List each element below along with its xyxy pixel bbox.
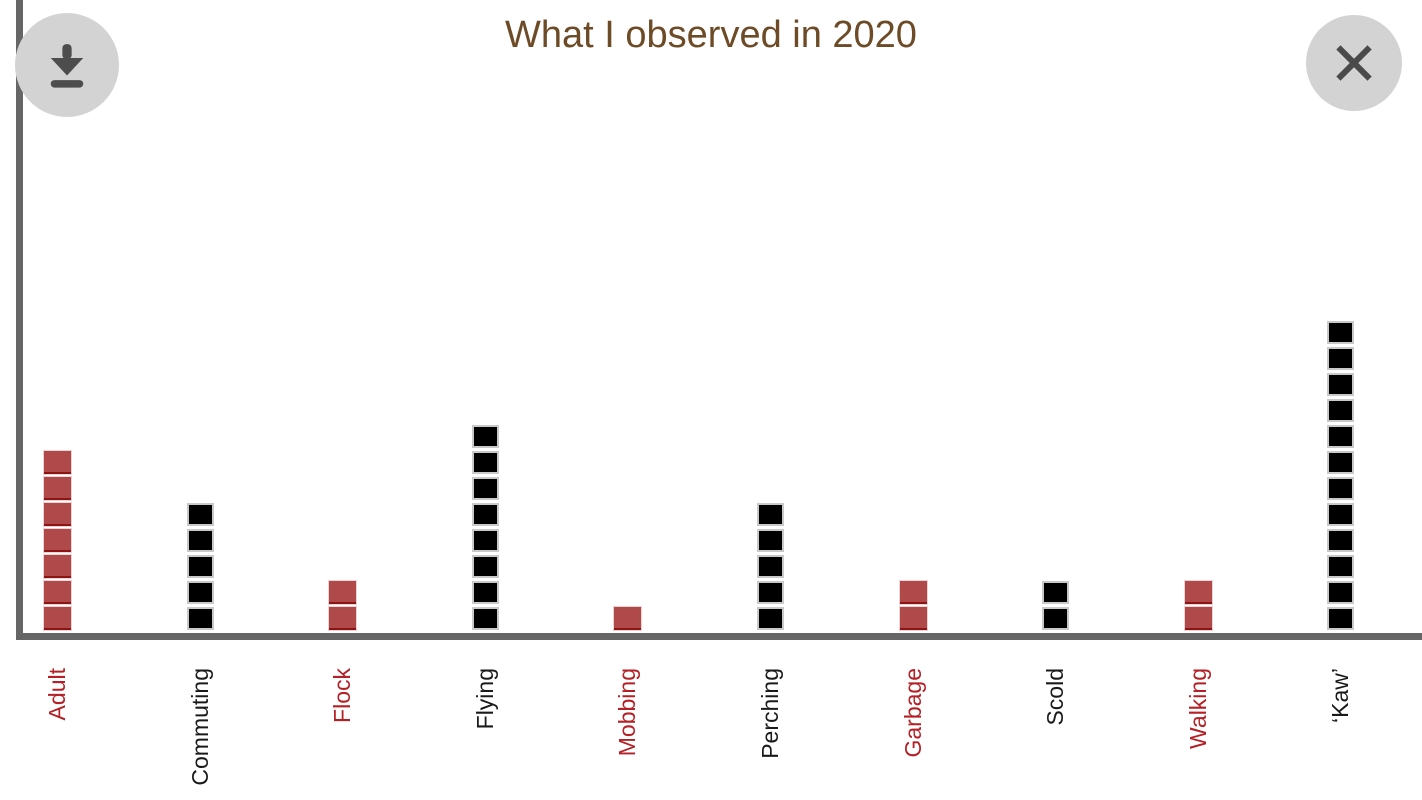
bar-column[interactable] [44,451,71,633]
unit-square [757,503,784,526]
x-tick-label: Perching [757,668,783,759]
unit-square [472,581,499,604]
x-tick-label: Garbage [900,668,926,758]
unit-square [900,607,927,630]
x-tick-label: Flock [329,668,355,723]
bar-column[interactable] [900,581,927,633]
x-tick-label: Walking [1185,668,1211,749]
unit-square [1185,607,1212,630]
unit-square [44,477,71,500]
unit-square [1327,347,1354,370]
unit-square [44,607,71,630]
unit-square [1327,529,1354,552]
unit-square [44,581,71,604]
unit-square [187,607,214,630]
unit-square [472,529,499,552]
x-tick-label: ‘Kaw’ [1327,668,1353,723]
unit-square [472,503,499,526]
unit-square [1327,477,1354,500]
unit-square [1185,581,1212,604]
download-button[interactable] [15,13,119,117]
unit-square [187,555,214,578]
bar-column[interactable] [614,607,641,633]
unit-square [1327,607,1354,630]
download-icon [38,36,96,94]
unit-square [472,607,499,630]
unit-square [1327,399,1354,422]
bar-column[interactable] [1327,321,1354,633]
unit-square [44,529,71,552]
unit-square [187,503,214,526]
unit-square [1327,321,1354,344]
x-axis [16,633,1422,640]
x-tick-label: Mobbing [614,668,640,757]
unit-square [757,529,784,552]
bar-column[interactable] [329,581,356,633]
unit-square [1327,451,1354,474]
unit-square [757,555,784,578]
unit-square [187,529,214,552]
bar-column[interactable] [1185,581,1212,633]
unit-square [1327,425,1354,448]
y-axis [16,0,23,640]
bar-column[interactable] [757,503,784,633]
x-tick-label: Flying [472,668,498,730]
unit-square [44,451,71,474]
chart-title: What I observed in 2020 [505,14,917,56]
bar-column[interactable] [1042,581,1069,633]
unit-square [472,555,499,578]
unit-square [614,607,641,630]
unit-square [1042,581,1069,604]
plot-area [44,321,1354,633]
x-tick-label: Commuting [187,668,213,786]
bar-column[interactable] [472,425,499,633]
unit-square [329,581,356,604]
unit-square [472,425,499,448]
x-tick-label: Scold [1042,668,1068,726]
unit-square [472,451,499,474]
unit-square [757,607,784,630]
close-button[interactable] [1306,15,1402,111]
unit-square [472,477,499,500]
unit-square [757,581,784,604]
unit-square [1327,373,1354,396]
x-tick-label: Adult [44,668,70,721]
unit-square [329,607,356,630]
bar-column[interactable] [187,503,214,633]
unit-square [44,555,71,578]
unit-square [1327,581,1354,604]
unit-square [1042,607,1069,630]
unit-square [44,503,71,526]
close-icon [1324,33,1384,93]
unit-square [1327,503,1354,526]
unit-square [900,581,927,604]
unit-square [1327,555,1354,578]
unit-square [187,581,214,604]
